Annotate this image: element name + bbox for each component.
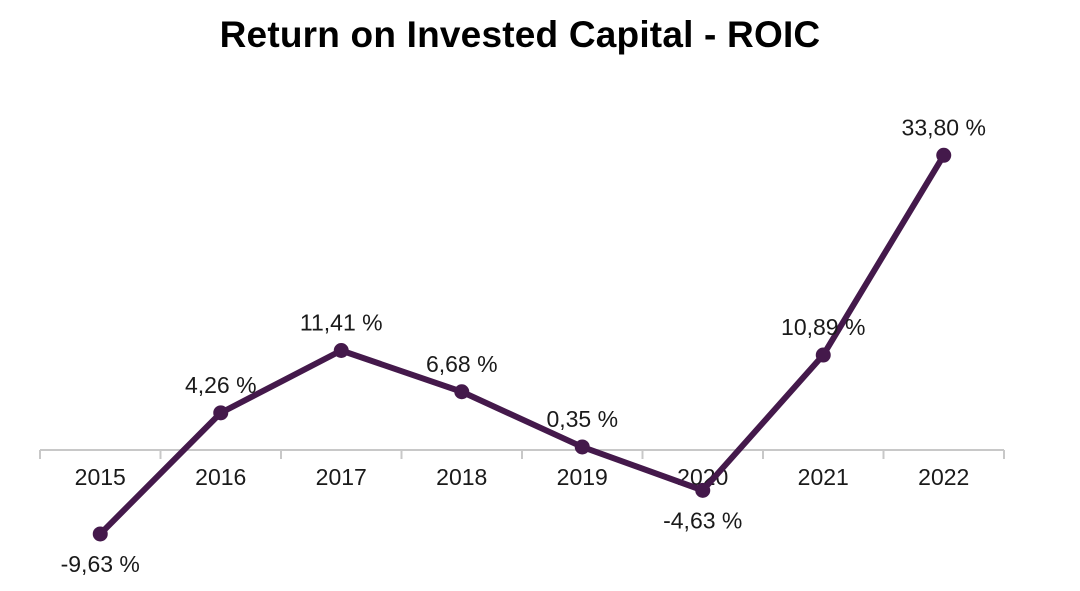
x-tick-label: 2019	[557, 464, 608, 490]
x-tick-label: 2018	[436, 464, 487, 490]
data-point	[333, 343, 349, 359]
data-point	[574, 439, 590, 455]
data-label: 6,68 %	[426, 351, 498, 377]
data-point	[92, 526, 108, 542]
x-tick-label: 2017	[316, 464, 367, 490]
data-point	[213, 405, 229, 421]
series-line	[97, 152, 947, 537]
x-tick-label: 2015	[75, 464, 126, 490]
data-point	[936, 147, 952, 163]
data-point	[695, 482, 711, 498]
data-label: 11,41 %	[300, 310, 383, 336]
x-tick-label: 2021	[798, 464, 849, 490]
data-label: 0,35 %	[546, 406, 618, 432]
data-point	[815, 347, 831, 363]
data-point	[454, 384, 470, 400]
data-label: 4,26 %	[185, 372, 257, 398]
data-label: 33,80 %	[902, 114, 986, 140]
x-tick-label: 2022	[918, 464, 969, 490]
data-label: -4,63 %	[663, 507, 742, 533]
data-label: -9,63 %	[61, 551, 140, 577]
data-label: 10,89 %	[781, 314, 865, 340]
x-tick-label: 2016	[195, 464, 246, 490]
chart-title: Return on Invested Capital - ROIC	[219, 14, 821, 55]
